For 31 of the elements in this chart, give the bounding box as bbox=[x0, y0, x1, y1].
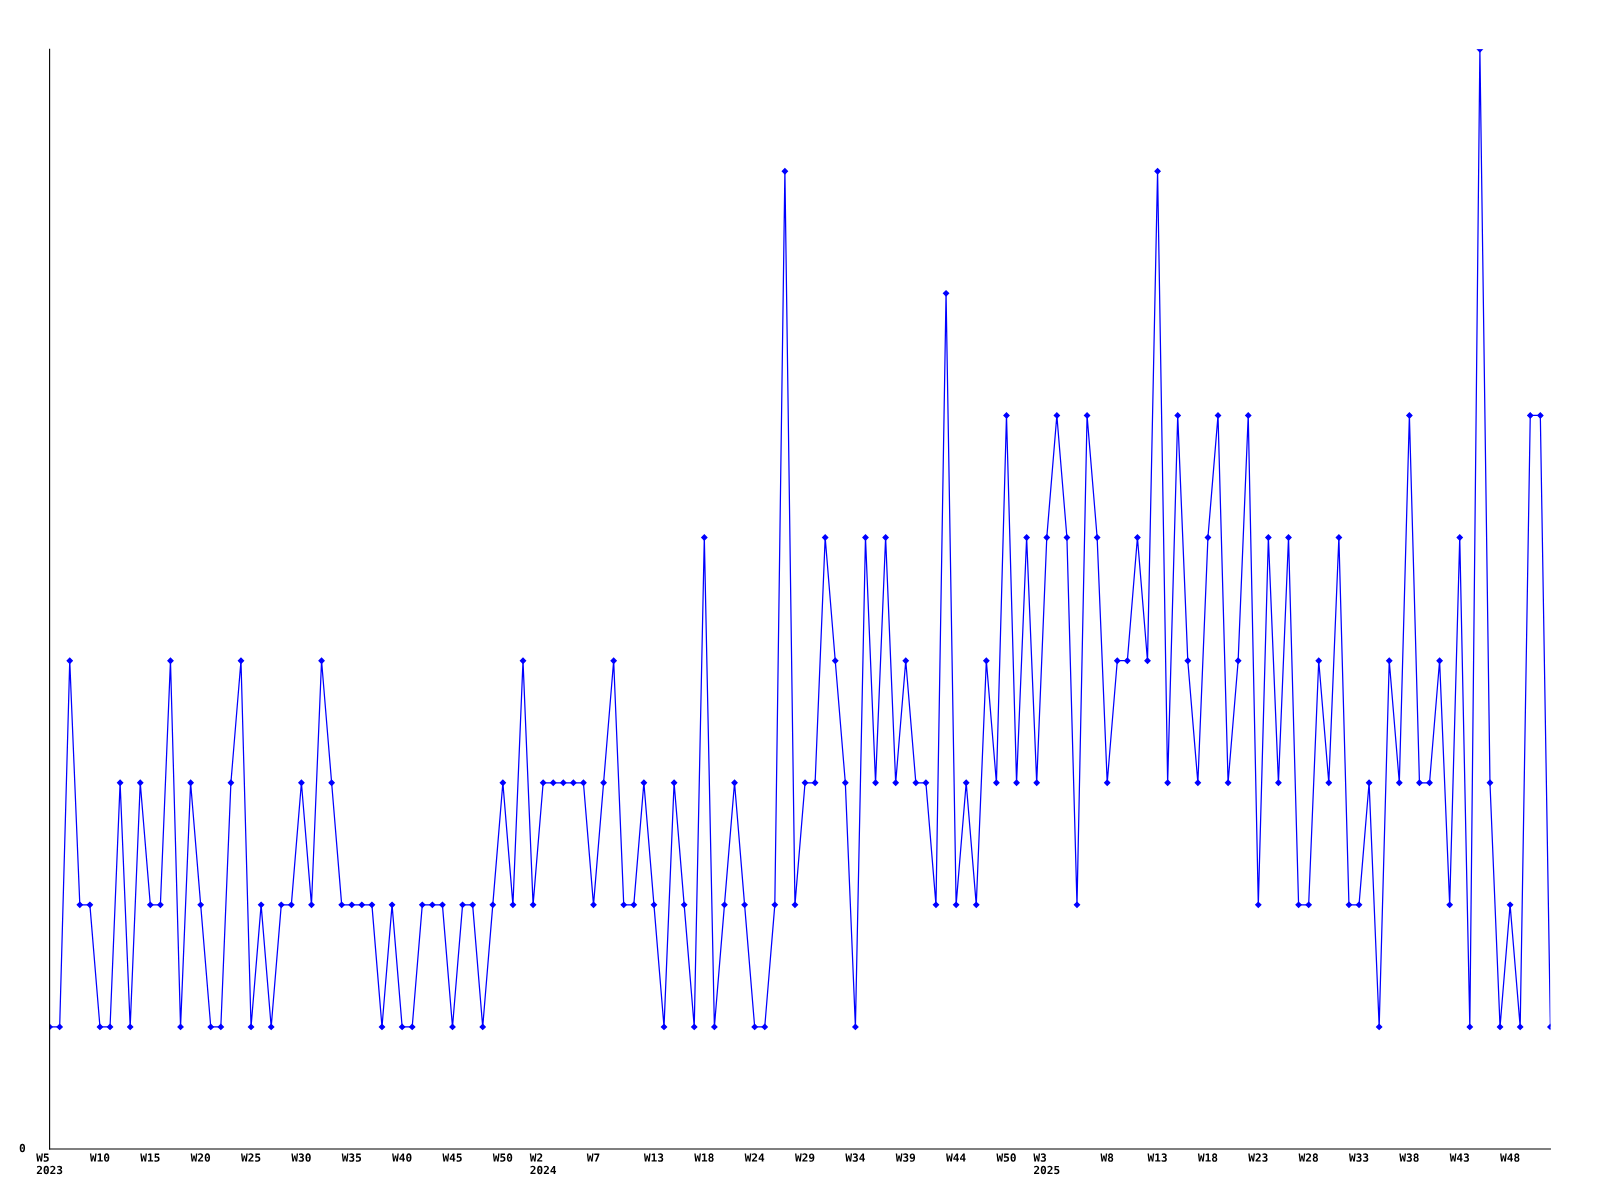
x-tick-label: W25 bbox=[241, 1153, 261, 1162]
x-tick-label: W43 bbox=[1449, 1153, 1470, 1162]
x-tick-label: W34 bbox=[845, 1153, 865, 1162]
x-tick-label: W5 2023 bbox=[36, 1153, 63, 1175]
x-tick-label: W35 bbox=[341, 1153, 362, 1162]
x-tick-label: W7 bbox=[586, 1153, 600, 1162]
x-tick-label: W3 2025 bbox=[1033, 1153, 1060, 1175]
x-tick-label: W39 bbox=[895, 1153, 916, 1162]
x-tick-label: W48 bbox=[1500, 1153, 1520, 1162]
x-tick-label: W33 bbox=[1348, 1153, 1369, 1162]
text: 0 bbox=[19, 1143, 26, 1153]
x-tick-label: W29 bbox=[795, 1153, 815, 1162]
x-tick-label: W24 bbox=[744, 1153, 765, 1162]
x-tick-label: W13 bbox=[643, 1153, 664, 1162]
x-tick-label: W8 bbox=[1100, 1153, 1114, 1162]
x-tick-label: W13 bbox=[1147, 1153, 1167, 1162]
x-tick-label: W50 bbox=[492, 1153, 513, 1162]
x-tick-label: W44 bbox=[946, 1153, 966, 1162]
x-tick-label: W40 bbox=[392, 1153, 412, 1162]
x-tick-label: W23 bbox=[1248, 1153, 1268, 1162]
x-tick-label: W15 bbox=[140, 1153, 160, 1162]
x-tick-label: W18 bbox=[694, 1153, 714, 1162]
x-tick-label: W38 bbox=[1399, 1153, 1419, 1162]
x-tick-label: W50 bbox=[996, 1153, 1016, 1162]
x-tick-label: W10 bbox=[89, 1153, 110, 1162]
x-tick-label: W2 2024 bbox=[529, 1153, 557, 1175]
x-tick-label: W45 bbox=[442, 1153, 462, 1162]
x-tick-label: W18 bbox=[1197, 1153, 1218, 1162]
x-tick-label: W20 bbox=[190, 1153, 211, 1162]
x-tick-label: W28 bbox=[1298, 1153, 1318, 1162]
x-tick-label: W30 bbox=[291, 1153, 311, 1162]
